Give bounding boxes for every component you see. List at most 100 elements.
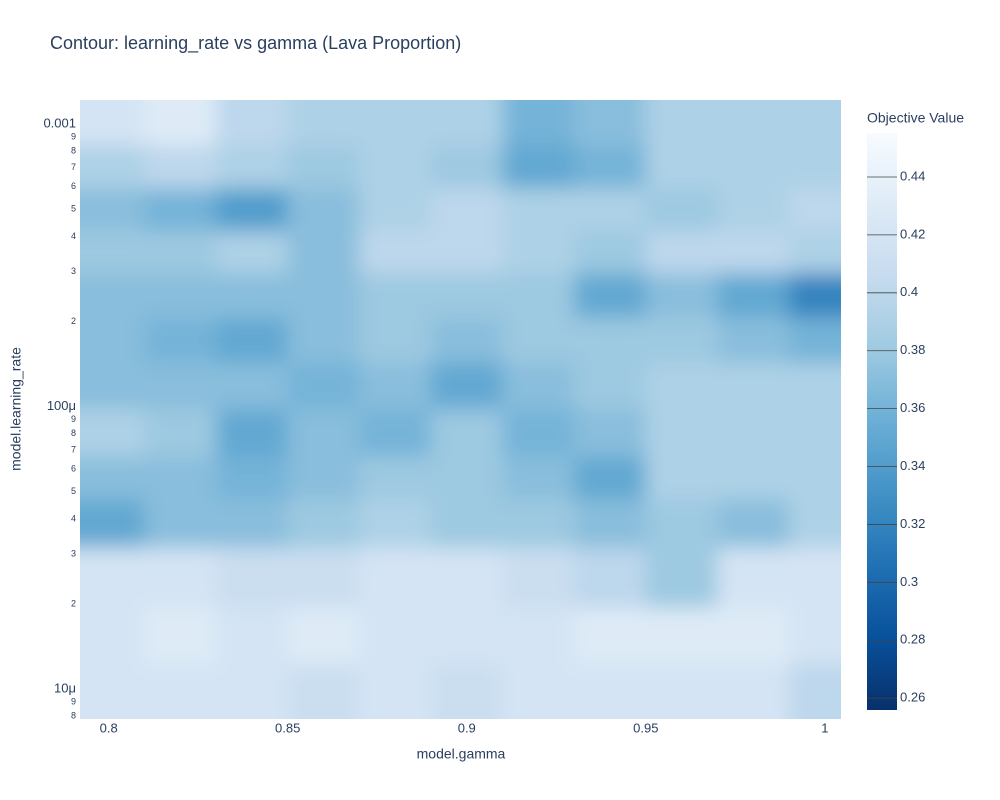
contour-cell (574, 188, 647, 232)
chart-title: Contour: learning_rate vs gamma (Lava Pr… (50, 33, 461, 54)
colorbar-tick-label: 0.44 (900, 168, 925, 183)
contour-cell (574, 230, 647, 274)
y-tick-label: 3 (71, 549, 76, 559)
contour-cell (789, 188, 841, 232)
contour-cell (574, 317, 647, 364)
contour-cell (216, 499, 289, 549)
x-tick-label: 0.85 (275, 720, 300, 735)
contour-cell (216, 317, 289, 364)
colorbar-tick-label: 0.34 (900, 458, 925, 473)
colorbar-tick-label: 0.38 (900, 342, 925, 357)
contour-cell (80, 188, 145, 232)
contour-cell (430, 317, 504, 364)
contour-cell (216, 456, 289, 500)
contour-cell (80, 664, 145, 719)
colorbar-title: Objective Value (867, 110, 964, 126)
contour-cell (216, 188, 289, 232)
contour-cell (502, 100, 575, 147)
contour-cell (789, 547, 841, 609)
contour-cell (216, 607, 289, 665)
contour-cell (789, 230, 841, 274)
y-tick-label: 10μ (54, 680, 76, 695)
contour-cell (359, 145, 432, 189)
contour-cell (789, 607, 841, 665)
contour-cell (502, 145, 575, 189)
x-tick-label: 0.8 (100, 720, 118, 735)
contour-cell (430, 100, 504, 147)
contour-cell (359, 362, 432, 410)
contour-cell (430, 230, 504, 274)
contour-cell (502, 547, 575, 609)
colorbar-tick-label: 0.3 (900, 574, 918, 589)
contour-cell (789, 317, 841, 364)
contour-cell (430, 547, 504, 609)
contour-cell (717, 456, 790, 500)
contour-cell (717, 317, 790, 364)
y-tick-label: 8 (71, 428, 76, 438)
contour-cell (717, 362, 790, 410)
y-tick-label: 8 (71, 711, 76, 721)
contour-cell (287, 317, 360, 364)
contour-cell (216, 273, 289, 319)
contour-cell (144, 499, 217, 549)
contour-cell (430, 145, 504, 189)
contour-cell (359, 273, 432, 319)
contour-cell (144, 317, 217, 364)
contour-cell (216, 230, 289, 274)
contour-cell (144, 362, 217, 410)
contour-cell (574, 456, 647, 500)
contour-cell (216, 100, 289, 147)
contour-cell (287, 145, 360, 189)
contour-cell (287, 362, 360, 410)
contour-cell (287, 664, 360, 719)
y-tick-label: 2 (71, 598, 76, 608)
y-tick-label: 6 (71, 181, 76, 191)
x-axis-title: model.gamma (417, 746, 506, 762)
contour-cell (359, 664, 432, 719)
x-tick-label: 0.9 (458, 720, 476, 735)
contour-cell (359, 317, 432, 364)
contour-cell (574, 499, 647, 549)
contour-cell (287, 230, 360, 274)
contour-cell (789, 499, 841, 549)
contour-cell (359, 456, 432, 500)
y-tick-label: 9 (71, 696, 76, 706)
contour-cell (574, 408, 647, 458)
contour-cell (574, 100, 647, 147)
contour-cell (430, 408, 504, 458)
y-tick-label: 7 (71, 162, 76, 172)
contour-cell (574, 145, 647, 189)
contour-cell (645, 317, 718, 364)
contour-cell (144, 547, 217, 609)
contour-cell (430, 499, 504, 549)
x-tick-label: 1 (821, 720, 828, 735)
contour-cell (717, 664, 790, 719)
y-tick-label: 9 (71, 414, 76, 424)
contour-cell (645, 273, 718, 319)
contour-cell (80, 456, 145, 500)
contour-cell (80, 145, 145, 189)
contour-cell (80, 499, 145, 549)
contour-cell (717, 273, 790, 319)
y-tick-label: 6 (71, 464, 76, 474)
contour-cell (574, 664, 647, 719)
contour-cell (717, 230, 790, 274)
contour-cell (574, 547, 647, 609)
contour-cell (80, 362, 145, 410)
contour-cell (430, 273, 504, 319)
contour-cell (574, 362, 647, 410)
contour-cell (645, 547, 718, 609)
colorbar-tick-label: 0.28 (900, 632, 925, 647)
y-axis-title: model.learning_rate (8, 347, 24, 471)
contour-cell (717, 607, 790, 665)
contour-cell (717, 100, 790, 147)
contour-cell (144, 273, 217, 319)
y-tick-label: 0.001 (43, 115, 76, 130)
contour-cell (80, 273, 145, 319)
heatmap (80, 100, 841, 719)
contour-cell (359, 230, 432, 274)
plot-area (80, 100, 841, 719)
contour-cell (287, 547, 360, 609)
contour-cell (216, 664, 289, 719)
